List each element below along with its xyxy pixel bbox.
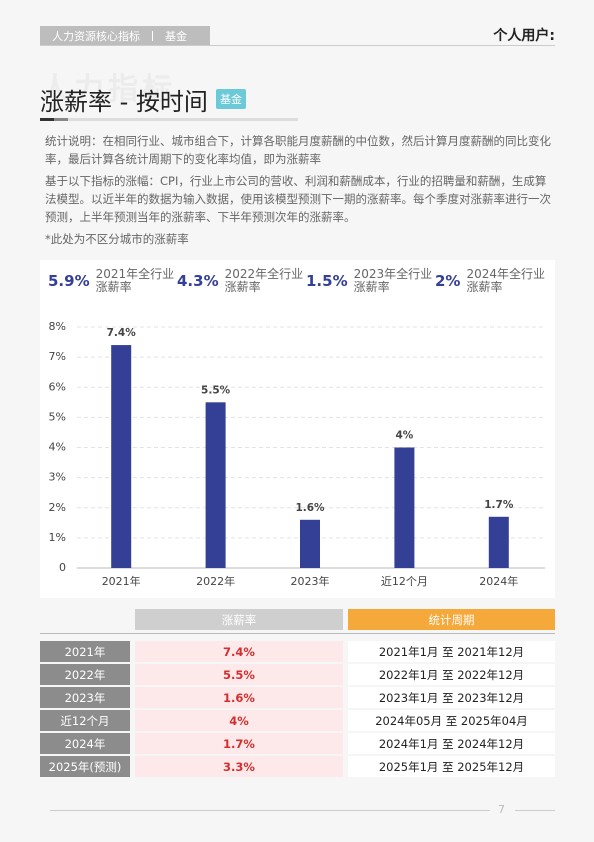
value-label: 5.5% bbox=[201, 384, 231, 396]
bar bbox=[488, 516, 509, 568]
x-tick-label: 2024年 bbox=[479, 574, 518, 588]
table-row: 2023年 1.6% 2023年1月 至 2023年12月 bbox=[40, 687, 555, 708]
y-tick-label: 1% bbox=[49, 531, 66, 544]
page-number: 7 bbox=[498, 803, 505, 816]
table-row: 2022年 5.5% 2022年1月 至 2022年12月 bbox=[40, 664, 555, 685]
bar bbox=[394, 447, 415, 568]
summary-label: 2021年全行业涨薪率 bbox=[95, 267, 175, 294]
table-cell: 1.7% bbox=[135, 733, 343, 754]
table-cell: 2023年 bbox=[40, 687, 130, 708]
bar bbox=[300, 519, 320, 568]
y-tick-label: 8% bbox=[49, 320, 66, 333]
summary-item: 1.5% 2023年全行业涨薪率 bbox=[306, 268, 436, 294]
header-cell: 涨薪率 bbox=[135, 609, 343, 630]
table-cell: 2024年1月 至 2024年12月 bbox=[348, 733, 555, 754]
chart-card: 0 1% 2% 3% 4% 5% 6% 7% 8% 2021年 7.4% 2022年 5.5% 2023年… bbox=[40, 260, 555, 598]
summary-value: 4.3% bbox=[177, 272, 219, 290]
tag: 基金 bbox=[165, 29, 187, 43]
y-tick-label: 2% bbox=[49, 501, 66, 514]
paragraph: 基于以下指标的涨幅：CPI，行业上市公司的营收、利润和薪酬成本，行业的招聘量和薪… bbox=[45, 174, 551, 224]
bar bbox=[111, 345, 132, 568]
table-cell: 2021年 bbox=[40, 641, 130, 662]
table-cell: 2025年(预测) bbox=[40, 756, 130, 777]
y-tick-label: 5% bbox=[49, 410, 66, 423]
table-cell: 2024年 bbox=[40, 733, 130, 754]
summary-label: 2024年全行业涨薪率 bbox=[466, 267, 546, 294]
page-title: 涨薪率 - 按时间 bbox=[40, 88, 208, 116]
summary-item: 5.9% 2021年全行业涨薪率 bbox=[48, 268, 178, 294]
value-label: 1.6% bbox=[295, 502, 325, 514]
summary-value: 1.5% bbox=[306, 272, 348, 290]
tag: 人力资源核心指标 bbox=[52, 29, 140, 43]
table-row: 2024年 1.7% 2024年1月 至 2024年12月 bbox=[40, 733, 555, 754]
summary-label: 2023年全行业涨薪率 bbox=[353, 267, 433, 294]
title-underline bbox=[40, 118, 54, 121]
y-tick-label: 0 bbox=[59, 561, 66, 574]
y-tick-label: 6% bbox=[49, 380, 66, 393]
user-label: 个人用户: bbox=[493, 28, 555, 44]
table-cell: 近12个月 bbox=[40, 710, 130, 731]
footer-line bbox=[50, 810, 490, 811]
x-tick-label: 近12个月 bbox=[381, 575, 428, 588]
table-cell: 2021年1月 至 2021年12月 bbox=[348, 641, 555, 662]
summary-item: 4.3% 2022年全行业涨薪率 bbox=[177, 268, 307, 294]
table-row: 2025年(预测) 3.3% 2025年1月 至 2025年12月 bbox=[40, 756, 555, 777]
note: *此处为不区分城市的涨薪率 bbox=[45, 232, 189, 246]
value-label: 4% bbox=[395, 430, 413, 442]
summary-value: 2% bbox=[435, 272, 461, 290]
badge: 基金 bbox=[216, 89, 246, 109]
header-line bbox=[40, 45, 555, 46]
table-cell: 2025年1月 至 2025年12月 bbox=[348, 756, 555, 777]
table-cell: 1.6% bbox=[135, 687, 343, 708]
table-cell: 5.5% bbox=[135, 664, 343, 685]
table-cell: 2023年1月 至 2023年12月 bbox=[348, 687, 555, 708]
table-cell: 4% bbox=[135, 710, 343, 731]
table-cell: 2024年05月 至 2025年04月 bbox=[348, 710, 555, 731]
value-label: 1.7% bbox=[484, 499, 514, 511]
y-tick-label: 3% bbox=[49, 471, 66, 484]
watermark: 人力指标 bbox=[40, 72, 176, 107]
tag-bar: 人力资源核心指标 基金 bbox=[40, 26, 210, 45]
table: 涨薪率 统计周期 2021年 7.4% 2021年1月 至 2021年12月 2022… bbox=[40, 609, 555, 779]
y-tick-label: 7% bbox=[49, 350, 66, 363]
table-cell: 2022年1月 至 2022年12月 bbox=[348, 664, 555, 685]
footer-line bbox=[515, 810, 555, 811]
summary-value: 5.9% bbox=[48, 272, 90, 290]
table-cell: 3.3% bbox=[135, 756, 343, 777]
description: 统计说明：在相同行业、城市组合下，计算各职能月度薪酬的中位数，然后计算月度薪酬的… bbox=[45, 132, 557, 252]
table-line bbox=[40, 633, 555, 634]
chart: 0 1% 2% 3% 4% 5% 6% 7% 8% 2021年 7.4% 2022年 5.5% 2023年… bbox=[49, 320, 545, 588]
summary-item: 2% 2024年全行业涨薪率 bbox=[435, 268, 548, 294]
separator bbox=[152, 30, 153, 41]
table-header: 涨薪率 统计周期 bbox=[40, 609, 555, 630]
title-underline bbox=[54, 118, 68, 121]
table-row: 近12个月 4% 2024年05月 至 2025年04月 bbox=[40, 710, 555, 731]
table-row: 2021年 7.4% 2021年1月 至 2021年12月 bbox=[40, 641, 555, 662]
header-cell: 统计周期 bbox=[348, 609, 555, 630]
table-cell: 2022年 bbox=[40, 664, 130, 685]
x-tick-label: 2023年 bbox=[291, 574, 330, 588]
x-tick-label: 2021年 bbox=[102, 574, 141, 588]
x-tick-label: 2022年 bbox=[196, 574, 235, 588]
y-tick-label: 4% bbox=[49, 441, 66, 454]
value-label: 7.4% bbox=[107, 327, 137, 339]
title-underline bbox=[68, 118, 298, 121]
table-cell: 7.4% bbox=[135, 641, 343, 662]
paragraph: 统计说明：在相同行业、城市组合下，计算各职能月度薪酬的中位数，然后计算月度薪酬的… bbox=[45, 134, 551, 166]
summary-label: 2022年全行业涨薪率 bbox=[224, 267, 304, 294]
bar bbox=[205, 402, 226, 568]
